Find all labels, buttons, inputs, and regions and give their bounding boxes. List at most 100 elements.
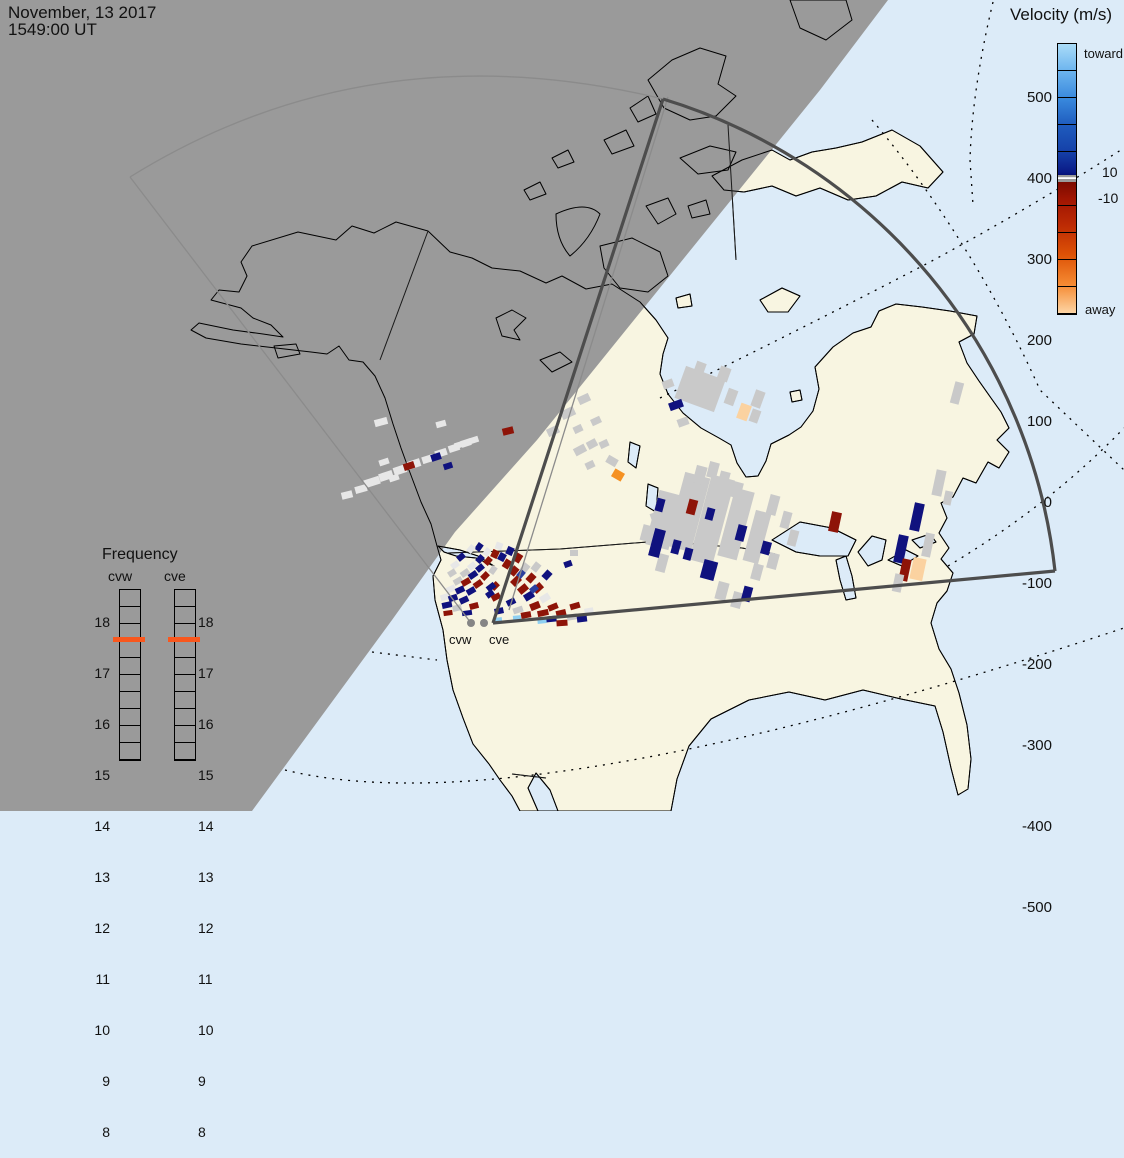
frequency-tick: 12 [94,920,110,936]
velocity-cell [685,498,699,516]
velocity-cell [354,483,368,495]
velocity-cell [605,454,619,468]
velocity-cell [648,528,666,558]
velocity-cell [536,608,550,618]
velocity-cell [750,562,764,582]
velocity-cell [475,554,485,564]
velocity-cell [494,541,504,551]
velocity-cell [373,416,389,428]
velocity-cell [482,547,492,557]
velocity-cell [598,438,610,450]
velocity-cell [340,490,354,500]
velocity-colorbar [1057,43,1077,315]
velocity-cell [430,452,442,462]
frequency-tick: 14 [198,818,214,834]
velocity-cell [949,381,965,405]
velocity-cell [921,532,935,558]
velocity-cell [522,590,536,602]
cvw-fov-arc [129,75,664,178]
cve-fov-arc [662,97,1057,572]
velocity-cell [570,550,578,556]
velocity-cell [750,389,766,409]
velocity-cell [505,545,515,557]
velocity-tick-labels: 500 400 300 200 100 0 -100 -200 -300 -40… [996,30,1052,948]
velocity-cell [485,589,495,599]
velocity-cell [891,573,905,593]
velocity-cell [488,565,498,575]
date-label: November, 13 2017 [8,3,157,22]
velocity-cell [942,490,954,506]
velocity-cell [674,365,726,413]
velocity-cell [475,563,485,573]
velocity-tick: -500 [1021,899,1052,916]
frequency-tick: 10 [198,1022,214,1038]
velocity-cell [512,552,524,564]
geomagnetic-grid [284,1,1124,784]
velocity-tick: -100 [1021,575,1052,592]
velocity-cell [736,402,752,422]
velocity-cell [402,460,416,472]
velocity-cell [454,585,466,595]
velocity-cell [388,473,400,483]
velocity-cell [468,435,480,445]
night-terminator-shade [0,0,888,811]
velocity-cell [717,487,755,561]
velocity-cell [584,459,596,471]
velocity-cell [556,619,568,627]
cve-fov-bottom-edge [492,569,1056,625]
velocity-cell [909,502,925,532]
velocity-cell [909,556,927,582]
velocity-cell [467,561,477,571]
ground-scatter-pos-label: 10 [1102,164,1118,180]
velocity-cell [706,460,720,480]
velocity-cell [699,559,719,581]
velocity-cell [378,470,394,482]
velocity-cell [654,497,666,513]
frequency-tick: 8 [102,1124,110,1140]
velocity-cell [452,576,464,586]
velocity-cell [766,551,780,571]
frequency-legend-title: Frequency [102,546,178,563]
velocity-tick: -300 [1021,737,1052,754]
frequency-tick: 16 [198,716,214,732]
velocity-cell [572,423,584,435]
velocity-cell [610,468,626,482]
frequency-tick: 9 [102,1073,110,1089]
velocity-cell [585,438,599,450]
velocity-cell [453,440,465,450]
velocity-cell [447,568,457,578]
fov-boundaries [129,75,1057,625]
frequency-marker-cve [168,637,200,642]
velocity-cell [670,539,682,555]
velocity-cell [765,494,781,516]
away-label: away [1085,302,1116,317]
velocity-cell [654,553,670,573]
velocity-cell [714,580,730,602]
velocity-cell [692,464,708,486]
frequency-tick: 15 [198,767,214,783]
frequency-tick: 11 [198,971,213,987]
velocity-cell [931,469,947,497]
frequency-column-cve-label: cve [164,568,186,584]
frequency-tick: 17 [94,665,110,681]
velocity-cell [442,461,454,471]
velocity-cell [786,529,800,547]
velocity-cell [485,581,497,593]
velocity-cell [468,601,480,611]
frequency-tick-labels-right: 18 17 16 15 14 13 12 11 10 9 8 [198,580,226,1158]
velocity-tick: 400 [1026,170,1052,187]
frequency-column-cvw-label: cvw [108,568,133,584]
velocity-cell [435,419,447,429]
velocity-cell [439,592,451,602]
velocity-cell [742,509,772,565]
map-canvas [0,0,1124,811]
velocity-cell [668,398,684,412]
velocity-cell [441,601,453,609]
velocity-tick: 200 [1026,332,1052,349]
velocity-cell [576,615,588,623]
frequency-tick: 16 [94,716,110,732]
velocity-cell [639,524,653,542]
velocity-cell [474,542,484,552]
frequency-tick: 10 [94,1022,110,1038]
velocity-cell [483,556,493,566]
